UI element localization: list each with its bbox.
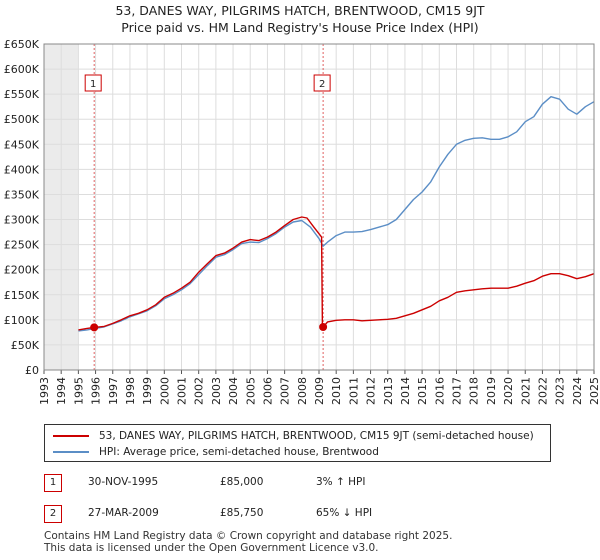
sale-price: £85,000: [220, 476, 264, 488]
y-tick-label: £600K: [4, 63, 40, 76]
chart-subtitle: Price paid vs. HM Land Registry's House …: [121, 20, 479, 35]
x-tick-label: 2024: [571, 377, 584, 405]
y-tick-label: £300K: [4, 214, 40, 227]
sale-price: £85,750: [220, 507, 264, 519]
sale-label-box: [313, 74, 331, 92]
y-tick-label: £650K: [4, 38, 40, 51]
x-tick-label: 2003: [210, 377, 223, 405]
y-tick-label: £250K: [4, 239, 40, 252]
y-tick-label: £450K: [4, 138, 40, 151]
legend: 53, DANES WAY, PILGRIMS HATCH, BRENTWOOD…: [44, 424, 551, 462]
footer-licence: This data is licensed under the Open Gov…: [44, 542, 379, 554]
x-tick-label: 2009: [313, 377, 326, 405]
legend-item-hpi: HPI: Average price, semi-detached house,…: [53, 444, 379, 460]
x-tick-label: 2017: [451, 377, 464, 405]
plot-border: [43, 43, 595, 371]
y-tick-label: £200K: [4, 264, 40, 277]
x-tick-label: 2020: [502, 377, 515, 405]
footer-copyright: Contains HM Land Registry data © Crown c…: [44, 530, 453, 542]
x-tick-label: 2007: [279, 377, 292, 405]
sale-label-box: [84, 74, 102, 92]
y-tick-label: £0: [25, 364, 39, 377]
x-tick-label: 1994: [55, 377, 68, 405]
x-tick-label: 2018: [468, 377, 481, 405]
sale-date: 30-NOV-1995: [88, 476, 159, 488]
legend-swatch-hpi: [53, 451, 89, 453]
x-tick-label: 2014: [399, 377, 412, 405]
x-tick-label: 2006: [261, 377, 274, 405]
legend-label-property: 53, DANES WAY, PILGRIMS HATCH, BRENTWOOD…: [99, 430, 534, 442]
x-tick-label: 2019: [485, 377, 498, 405]
sale-hpi-comparison: 3% ↑ HPI: [316, 476, 366, 488]
legend-swatch-property: [53, 435, 89, 437]
x-tick-label: 1997: [107, 377, 120, 405]
x-tick-label: 1993: [38, 377, 51, 405]
y-tick-label: £500K: [4, 113, 40, 126]
x-tick-label: 2000: [158, 377, 171, 405]
hpi-line: [78, 96, 595, 332]
x-tick-label: 2008: [296, 377, 309, 405]
sale-number-badge: 2: [44, 505, 62, 523]
legend-label-hpi: HPI: Average price, semi-detached house,…: [99, 446, 379, 458]
x-tick-label: 2012: [365, 377, 378, 405]
sale-hpi-comparison: 65% ↓ HPI: [316, 507, 373, 519]
x-tick-label: 2015: [416, 377, 429, 405]
x-tick-label: 2016: [433, 377, 446, 405]
x-tick-label: 2011: [347, 377, 360, 405]
x-tick-label: 2004: [227, 377, 240, 405]
price-chart: 1 2 £0 £50K £100K £150K £200K £250K £300K £350K £…: [4, 38, 600, 405]
x-tick-label: 1995: [72, 377, 85, 405]
y-tick-label: £100K: [4, 314, 40, 327]
x-tick-label: 2025: [588, 377, 600, 405]
x-tick-label: 2013: [382, 377, 395, 405]
x-tick-label: 2021: [519, 377, 532, 405]
sale-date: 27-MAR-2009: [88, 507, 159, 519]
x-tick-label: 1996: [90, 377, 103, 405]
x-tick-label: 1998: [124, 377, 137, 405]
y-tick-label: £550K: [4, 88, 40, 101]
x-tick-label: 2005: [244, 377, 257, 405]
legend-item-property: 53, DANES WAY, PILGRIMS HATCH, BRENTWOOD…: [53, 428, 534, 444]
x-tick-label: 1999: [141, 377, 154, 405]
y-tick-label: £400K: [4, 163, 40, 176]
x-tick-label: 2023: [554, 377, 567, 405]
sale-point: [90, 323, 99, 332]
x-tick-label: 2010: [330, 377, 343, 405]
x-tick-label: 2022: [536, 377, 549, 405]
chart-title: 53, DANES WAY, PILGRIMS HATCH, BRENTWOOD…: [115, 3, 485, 18]
sale-label-number: 1: [90, 79, 96, 90]
x-tick-label: 2002: [193, 377, 206, 405]
x-tick-label: 2001: [176, 377, 189, 405]
y-tick-label: £350K: [4, 188, 40, 201]
sale-label-number: 2: [319, 79, 325, 90]
y-tick-label: £150K: [4, 289, 40, 302]
sale-number-badge: 1: [44, 474, 62, 492]
sale-point: [319, 322, 328, 331]
y-tick-label: £50K: [11, 339, 40, 352]
